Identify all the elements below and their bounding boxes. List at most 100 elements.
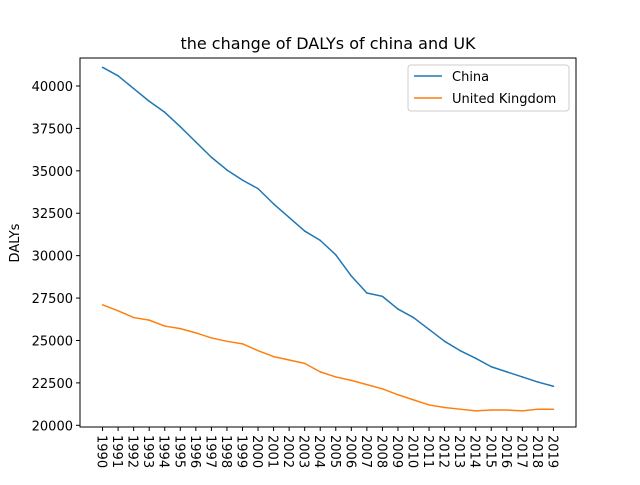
- y-tick-label: 40000: [32, 80, 73, 95]
- data-point: [397, 394, 399, 396]
- plot-area: 20000 22500 25000 27500 30000 32500 35000 37500…: [32, 66, 559, 468]
- legend-label: United Kingdom: [452, 92, 556, 107]
- x-tick-label: 2012: [436, 435, 451, 468]
- data-point: [303, 230, 306, 232]
- data-point: [179, 125, 182, 128]
- data-point: [474, 357, 477, 360]
- x-tick-label: 2010: [405, 435, 420, 468]
- data-point: [226, 340, 228, 343]
- x-tick-label: 2016: [498, 435, 513, 468]
- x-tick-label: 2000: [249, 435, 264, 468]
- x-tick-label: 2007: [358, 435, 373, 468]
- x-tick-label: 2004: [311, 435, 326, 468]
- data-point: [443, 340, 446, 343]
- data-point: [257, 187, 259, 190]
- data-point: [101, 304, 104, 306]
- data-point: [241, 343, 244, 345]
- data-point: [117, 75, 119, 77]
- data-point: [241, 179, 244, 181]
- legend: China United Kingdom: [407, 64, 570, 112]
- data-point: [319, 239, 321, 242]
- x-tick-label: 2005: [327, 435, 342, 468]
- x-tick-label: 1999: [233, 435, 248, 468]
- x-tick-label: 1993: [140, 435, 155, 468]
- x-tick-label: 1997: [202, 435, 217, 468]
- x-tick-label: 2006: [342, 435, 357, 468]
- y-tick-label: 22500: [32, 377, 73, 392]
- data-point: [195, 141, 197, 143]
- data-point: [366, 383, 368, 386]
- x-tick-label: 1998: [218, 435, 233, 468]
- x-tick-label: 2014: [467, 435, 482, 468]
- data-point: [148, 100, 150, 103]
- data-point: [132, 87, 135, 90]
- data-point: [350, 379, 353, 382]
- data-point: [335, 376, 337, 378]
- data-point: [537, 408, 539, 410]
- series-line-0: [102, 66, 554, 388]
- data-point: [179, 327, 182, 330]
- data-point: [490, 366, 493, 368]
- data-point: [412, 316, 415, 319]
- x-tick-label: 2003: [296, 435, 311, 468]
- data-point: [117, 310, 119, 312]
- x-tick-label: 2001: [265, 435, 280, 468]
- data-point: [366, 292, 368, 294]
- data-point: [288, 216, 290, 219]
- x-tick-label: 2019: [544, 435, 559, 468]
- x-tick-label: 1995: [171, 435, 186, 468]
- data-point: [490, 409, 493, 411]
- data-point: [132, 316, 135, 319]
- data-point: [195, 332, 197, 334]
- legend-box: [407, 64, 570, 112]
- data-point: [319, 371, 321, 373]
- data-point: [552, 408, 555, 410]
- data-point: [210, 156, 213, 158]
- data-point: [443, 406, 446, 409]
- y-tick-label: 37500: [32, 122, 73, 137]
- data-point: [148, 319, 150, 321]
- legend-label: China: [452, 70, 489, 85]
- y-tick-label: 27500: [32, 292, 73, 307]
- data-point: [506, 371, 508, 373]
- data-point: [474, 410, 477, 412]
- x-tick-label: 1990: [94, 435, 109, 468]
- data-point: [412, 399, 415, 401]
- data-point: [303, 362, 306, 365]
- x-tick-label: 1994: [156, 435, 171, 468]
- x-tick-label: 2008: [373, 435, 388, 468]
- data-point: [428, 404, 430, 406]
- x-tick-label: 1992: [125, 435, 140, 468]
- y-tick-label: 20000: [32, 419, 73, 434]
- x-tick-label: 2013: [451, 435, 466, 468]
- data-point: [521, 376, 524, 378]
- x-tick-label: 2011: [420, 435, 435, 468]
- data-point: [381, 295, 384, 298]
- data-point: [335, 254, 337, 256]
- data-point: [163, 111, 166, 114]
- y-tick-label: 32500: [32, 207, 73, 222]
- data-point: [459, 408, 461, 410]
- x-tick-label: 2002: [280, 435, 295, 468]
- series-line-1: [102, 304, 554, 412]
- data-point: [506, 409, 508, 411]
- data-point: [257, 349, 259, 352]
- data-point: [350, 275, 353, 277]
- x-tick-label: 1991: [109, 435, 124, 468]
- data-point: [537, 381, 539, 383]
- data-point: [397, 308, 399, 310]
- data-point: [210, 337, 213, 339]
- chart-title: the change of DALYs of china and UK: [180, 34, 476, 53]
- data-point: [552, 385, 555, 388]
- x-tick-label: 1996: [187, 435, 202, 468]
- data-point: [288, 359, 290, 361]
- y-tick-label: 25000: [32, 334, 73, 349]
- data-point: [272, 355, 275, 358]
- x-tick-label: 2009: [389, 435, 404, 468]
- data-point: [272, 203, 275, 205]
- y-tick-label: 30000: [32, 250, 73, 265]
- data-point: [459, 349, 461, 352]
- data-point: [163, 325, 166, 327]
- y-tick-label: 35000: [32, 165, 73, 180]
